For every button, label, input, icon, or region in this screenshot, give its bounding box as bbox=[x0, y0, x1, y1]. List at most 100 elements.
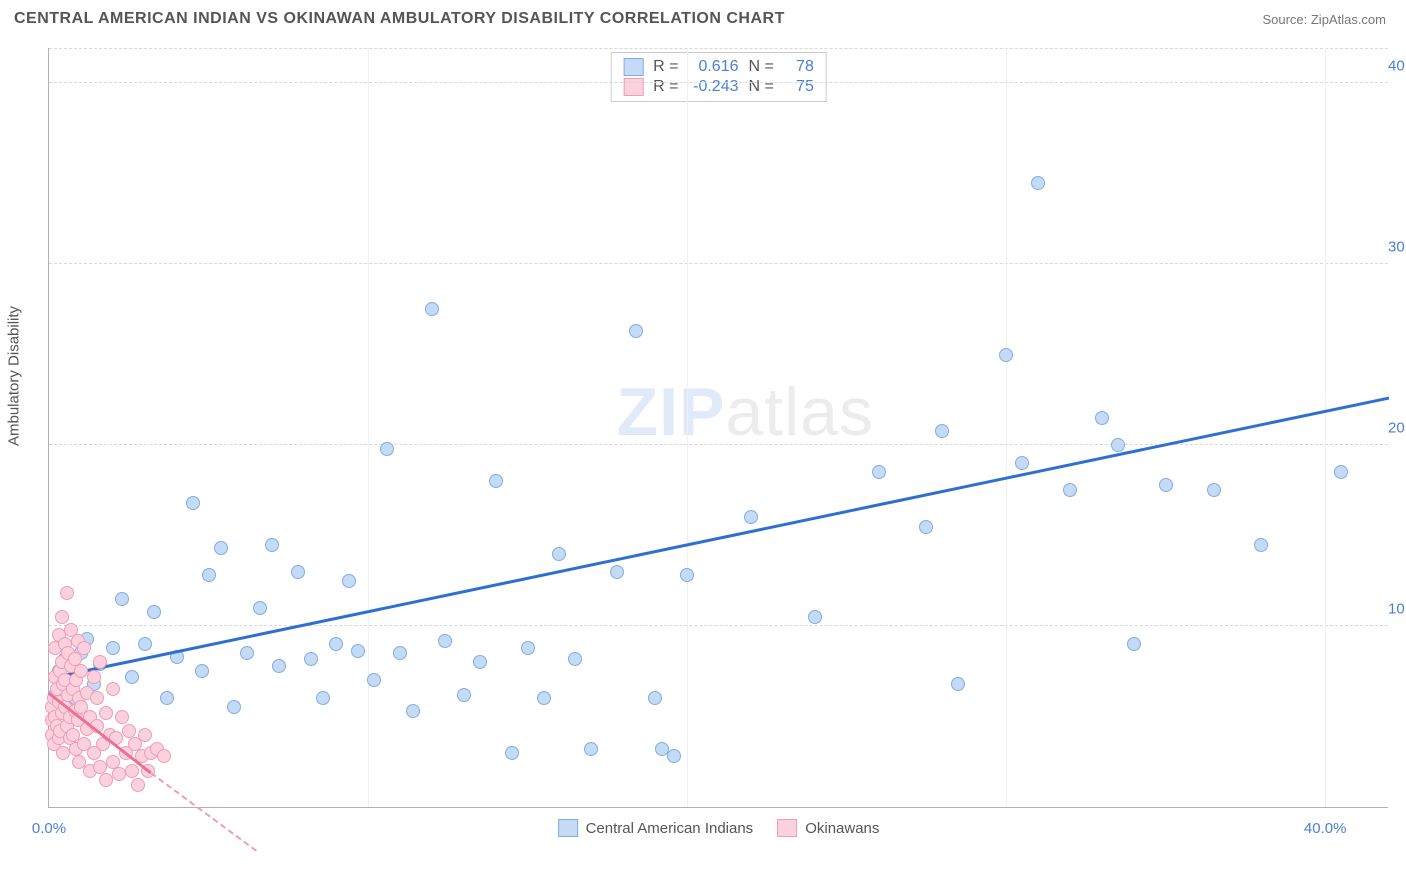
scatter-point bbox=[87, 670, 101, 684]
ytick-label: 30.0% bbox=[1388, 239, 1406, 256]
scatter-point bbox=[90, 691, 104, 705]
scatter-point bbox=[808, 610, 822, 624]
scatter-point bbox=[351, 644, 365, 658]
scatter-point bbox=[872, 465, 886, 479]
scatter-point bbox=[521, 641, 535, 655]
legend-item-1: Okinawans bbox=[777, 819, 879, 837]
scatter-point bbox=[1127, 637, 1141, 651]
n-value-0: 78 bbox=[784, 58, 814, 76]
chart-plot-area: ZIPatlas R = 0.616 N = 78 R = -0.243 N =… bbox=[48, 48, 1388, 808]
scatter-point bbox=[304, 652, 318, 666]
scatter-point bbox=[951, 677, 965, 691]
scatter-point bbox=[77, 641, 91, 655]
y-axis-title: Ambulatory Disability bbox=[6, 306, 23, 446]
scatter-point bbox=[214, 541, 228, 555]
scatter-point bbox=[202, 568, 216, 582]
scatter-point bbox=[195, 664, 209, 678]
ytick-label: 40.0% bbox=[1388, 58, 1406, 75]
scatter-point bbox=[552, 547, 566, 561]
scatter-point bbox=[1334, 465, 1348, 479]
scatter-point bbox=[60, 586, 74, 600]
scatter-point bbox=[1095, 411, 1109, 425]
n-value-1: 75 bbox=[784, 78, 814, 96]
scatter-point bbox=[438, 634, 452, 648]
scatter-point bbox=[505, 746, 519, 760]
scatter-point bbox=[125, 764, 139, 778]
scatter-point bbox=[1159, 478, 1173, 492]
scatter-point bbox=[115, 710, 129, 724]
ytick-label: 10.0% bbox=[1388, 601, 1406, 618]
scatter-point bbox=[147, 605, 161, 619]
scatter-point bbox=[253, 601, 267, 615]
scatter-point bbox=[93, 655, 107, 669]
legend-label-0: Central American Indians bbox=[586, 820, 754, 837]
scatter-point bbox=[667, 749, 681, 763]
gridline bbox=[49, 444, 1388, 445]
scatter-point bbox=[457, 688, 471, 702]
xgridline bbox=[687, 48, 688, 807]
scatter-point bbox=[406, 704, 420, 718]
r-value-0: 0.616 bbox=[689, 58, 739, 76]
scatter-point bbox=[655, 742, 669, 756]
trend-line bbox=[49, 397, 1390, 680]
scatter-point bbox=[240, 646, 254, 660]
scatter-point bbox=[160, 691, 174, 705]
scatter-point bbox=[537, 691, 551, 705]
scatter-point bbox=[131, 778, 145, 792]
scatter-point bbox=[138, 637, 152, 651]
scatter-point bbox=[629, 324, 643, 338]
ytick-label: 20.0% bbox=[1388, 420, 1406, 437]
scatter-point bbox=[648, 691, 662, 705]
scatter-point bbox=[227, 700, 241, 714]
scatter-point bbox=[115, 592, 129, 606]
scatter-point bbox=[744, 510, 758, 524]
scatter-point bbox=[1031, 176, 1045, 190]
source-credit: Source: ZipAtlas.com bbox=[1262, 12, 1386, 27]
xgridline bbox=[368, 48, 369, 807]
stats-row-series-0: R = 0.616 N = 78 bbox=[623, 57, 814, 77]
legend: Central American Indians Okinawans bbox=[558, 819, 880, 837]
gridline bbox=[49, 82, 1388, 83]
xgridline bbox=[1006, 48, 1007, 807]
scatter-point bbox=[935, 424, 949, 438]
swatch-series-1 bbox=[623, 78, 643, 96]
scatter-point bbox=[1111, 438, 1125, 452]
scatter-point bbox=[1015, 456, 1029, 470]
watermark: ZIPatlas bbox=[617, 373, 874, 451]
scatter-point bbox=[272, 659, 286, 673]
scatter-point bbox=[489, 474, 503, 488]
xtick-label: 40.0% bbox=[1304, 820, 1347, 837]
gridline bbox=[49, 625, 1388, 626]
chart-title: CENTRAL AMERICAN INDIAN VS OKINAWAN AMBU… bbox=[14, 10, 785, 28]
scatter-point bbox=[138, 728, 152, 742]
scatter-point bbox=[55, 610, 69, 624]
stats-box: R = 0.616 N = 78 R = -0.243 N = 75 bbox=[610, 52, 827, 102]
swatch-series-0 bbox=[623, 58, 643, 76]
gridline bbox=[49, 263, 1388, 264]
trend-line-dashed bbox=[150, 773, 256, 852]
scatter-point bbox=[367, 673, 381, 687]
scatter-point bbox=[329, 637, 343, 651]
scatter-point bbox=[265, 538, 279, 552]
scatter-point bbox=[999, 348, 1013, 362]
scatter-point bbox=[291, 565, 305, 579]
r-value-1: -0.243 bbox=[689, 78, 739, 96]
scatter-point bbox=[125, 670, 139, 684]
scatter-point bbox=[584, 742, 598, 756]
scatter-point bbox=[610, 565, 624, 579]
scatter-point bbox=[99, 706, 113, 720]
scatter-point bbox=[680, 568, 694, 582]
scatter-point bbox=[473, 655, 487, 669]
header: CENTRAL AMERICAN INDIAN VS OKINAWAN AMBU… bbox=[0, 0, 1406, 36]
scatter-point bbox=[919, 520, 933, 534]
scatter-point bbox=[380, 442, 394, 456]
scatter-point bbox=[425, 302, 439, 316]
scatter-point bbox=[1063, 483, 1077, 497]
scatter-point bbox=[316, 691, 330, 705]
scatter-point bbox=[342, 574, 356, 588]
scatter-point bbox=[1254, 538, 1268, 552]
legend-swatch-1 bbox=[777, 819, 797, 837]
xgridline bbox=[1325, 48, 1326, 807]
scatter-point bbox=[393, 646, 407, 660]
scatter-point bbox=[186, 496, 200, 510]
